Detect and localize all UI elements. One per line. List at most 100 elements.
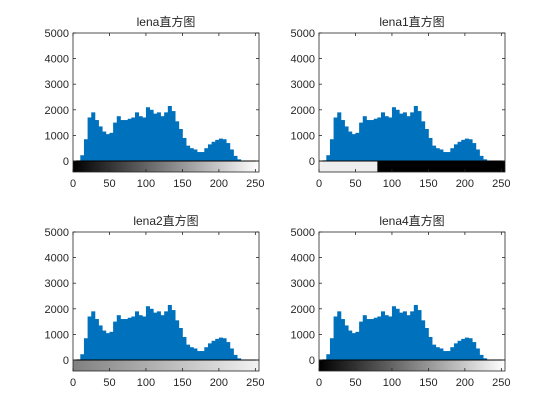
colorbar (73, 161, 259, 172)
histogram-bar (374, 119, 378, 161)
x-tick-label: 200 (456, 178, 474, 190)
histogram-bar (124, 319, 128, 360)
x-tick-label: 0 (70, 178, 76, 190)
y-tick-label: 4000 (45, 54, 69, 66)
histogram-bar (385, 315, 389, 360)
histogram-bar (128, 318, 132, 360)
x-tick-label: 150 (173, 178, 191, 190)
y-tick-label: 5000 (45, 227, 69, 239)
histogram-bar (182, 138, 186, 161)
histogram-bar (208, 144, 212, 161)
histogram-bar (472, 342, 476, 360)
histogram-bar (233, 156, 237, 161)
y-tick-label: 5000 (45, 28, 69, 40)
x-tick-label: 100 (137, 178, 155, 190)
histogram-bar (219, 139, 223, 161)
histogram-bar (106, 134, 110, 161)
y-tick-label: 1000 (45, 329, 69, 341)
histogram-bar (197, 351, 201, 360)
histogram-bar (425, 129, 429, 161)
histogram-bar (410, 112, 414, 161)
histogram-bar (175, 121, 179, 161)
histogram-bar (417, 310, 421, 360)
histogram-bar (190, 148, 194, 161)
histogram-bar (142, 117, 146, 161)
histogram-bar (472, 143, 476, 161)
histogram-bar (399, 313, 403, 360)
histogram-bar (396, 309, 400, 360)
histogram-bar (425, 328, 429, 360)
histogram-bar (359, 322, 363, 360)
x-tick-label: 50 (103, 178, 115, 190)
histogram-bar (201, 351, 205, 360)
colorbar (319, 360, 505, 371)
histogram-bar (135, 311, 139, 360)
histogram-bar (215, 140, 219, 161)
histogram-bar (330, 338, 334, 360)
histogram-bar (341, 120, 345, 161)
histogram-bar (465, 338, 469, 360)
x-tick-label: 0 (316, 377, 322, 389)
x-tick-label: 50 (349, 178, 361, 190)
y-tick-label: 5000 (291, 28, 315, 40)
histogram-bar (102, 331, 106, 360)
x-tick-label: 250 (492, 377, 510, 389)
histogram-bar (109, 332, 113, 360)
histogram-bar (190, 347, 194, 360)
histogram-bar (352, 333, 356, 360)
histogram-bar (117, 116, 121, 161)
histogram-bar (436, 347, 440, 360)
histogram-bar (399, 114, 403, 161)
histogram-bar (164, 311, 168, 360)
x-tick-label: 150 (419, 377, 437, 389)
histogram-bar (102, 132, 106, 161)
histogram-bar (381, 311, 385, 360)
histogram-bar (345, 325, 349, 360)
histogram-bar (348, 331, 352, 360)
histogram-bar (186, 345, 190, 360)
histogram-bar (128, 119, 132, 161)
histogram-bar (193, 348, 197, 360)
histogram-bar (153, 313, 157, 360)
histogram-bar (182, 337, 186, 360)
histogram-bar (447, 351, 451, 360)
histogram-bar (414, 106, 418, 161)
histogram-bar (363, 116, 367, 161)
histogram-bar (443, 152, 447, 161)
histogram-bar (204, 148, 208, 161)
histogram-bar (135, 112, 139, 161)
histogram-bar (359, 123, 363, 161)
histogram-bar (226, 342, 230, 360)
histogram-bar (421, 320, 425, 360)
histogram-bar (366, 120, 370, 161)
histogram-bar (366, 319, 370, 360)
histogram-bar (212, 142, 216, 161)
histogram-bar (168, 106, 172, 161)
histogram-bar (479, 156, 483, 161)
y-tick-label: 5000 (291, 227, 315, 239)
histogram-bar (146, 306, 150, 360)
histogram-bar (377, 117, 381, 161)
histogram-bar (439, 348, 443, 360)
y-tick-label: 2000 (291, 105, 315, 117)
chart-title: lena1直方图 (379, 14, 444, 29)
histogram-bar (407, 116, 411, 161)
histogram-bar (131, 117, 135, 161)
histogram-bar (161, 315, 165, 360)
histogram-bar (476, 348, 480, 360)
chart-title: lena2直方图 (133, 213, 198, 228)
histogram-bar (131, 316, 135, 360)
histogram-bar (113, 123, 117, 161)
histogram-bar (355, 332, 359, 360)
histogram-bar (458, 341, 462, 360)
histogram-bar (99, 325, 103, 360)
histogram-bar (197, 152, 201, 161)
y-tick-label: 1000 (291, 130, 315, 142)
histogram-bar (337, 311, 341, 360)
histogram-bar (179, 129, 183, 161)
histogram-bar (124, 120, 128, 161)
histogram-bar (461, 140, 465, 161)
histogram-bar (345, 126, 349, 161)
x-tick-label: 50 (349, 377, 361, 389)
